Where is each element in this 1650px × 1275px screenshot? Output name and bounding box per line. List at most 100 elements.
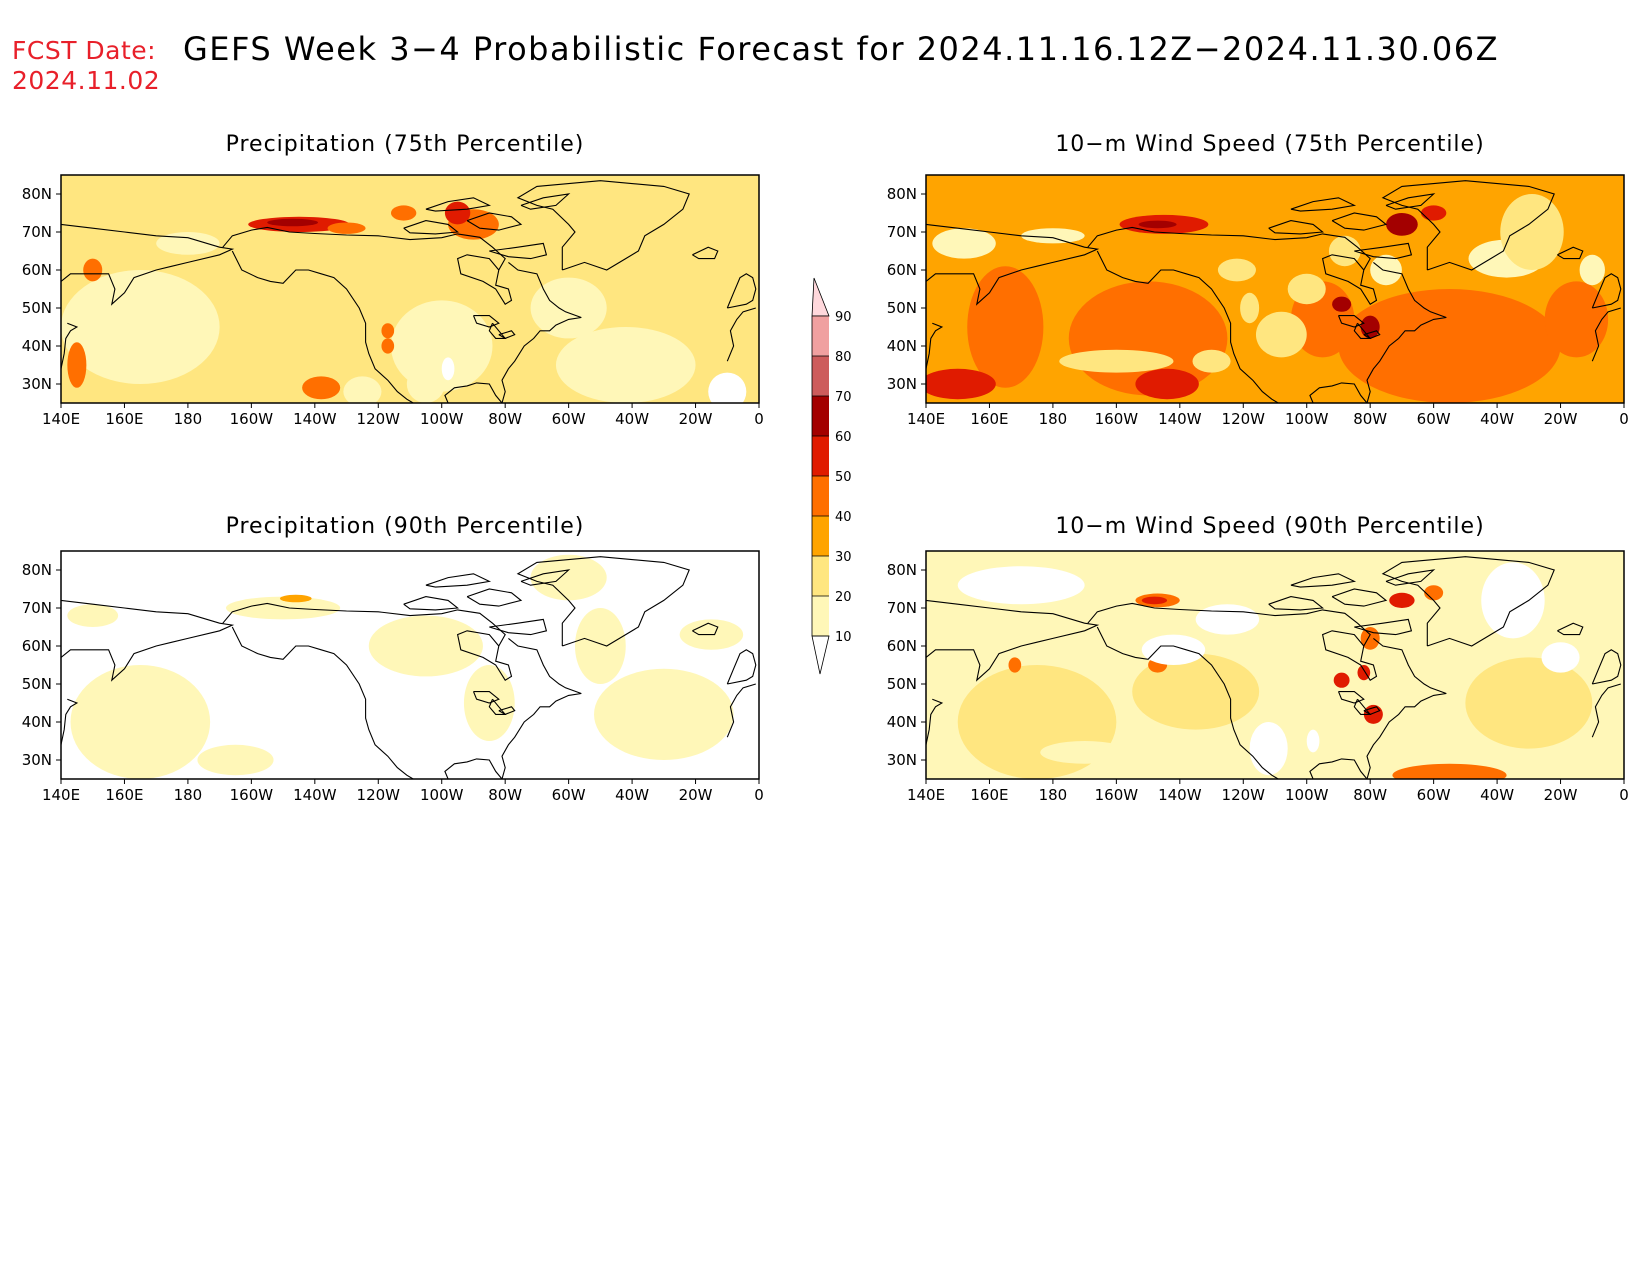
contour-blob	[574, 608, 626, 684]
coastline	[692, 622, 719, 636]
coastline	[1591, 307, 1621, 362]
coastline	[1353, 698, 1372, 715]
map-panel-precip75: 140E 160E 180 160W 140W 120W 100W 80W 60W 40W 20W 0…	[22, 174, 764, 428]
lon-tick-label: 0	[754, 786, 764, 804]
colorbar-label: 70	[835, 390, 852, 405]
contour-blob	[1008, 657, 1022, 673]
main-title: GEFS Week 3−4 Probabilistic Forecast for…	[183, 30, 1500, 68]
lon-tick-label: 100W	[420, 786, 464, 804]
contour-blob	[225, 596, 341, 620]
contour-blob	[1465, 657, 1593, 749]
lon-tick-label: 140W	[1158, 410, 1202, 428]
coastline	[1309, 382, 1368, 403]
coastline	[403, 220, 460, 235]
lon-tick-label: 140W	[1158, 786, 1202, 804]
map-frame	[925, 174, 1625, 404]
contour-blob	[1424, 585, 1444, 601]
coastline	[520, 193, 571, 210]
lat-tick-label: 60N	[22, 637, 52, 655]
contour-blob	[1360, 315, 1380, 339]
contour-blob	[1579, 254, 1605, 286]
lat-tick-label: 40N	[22, 337, 52, 355]
lon-tick-label: 120W	[1222, 786, 1266, 804]
contour-blob	[1040, 741, 1130, 764]
colorbar-segment	[812, 436, 829, 476]
contour-blob	[1544, 281, 1609, 358]
contour-blob	[1132, 653, 1260, 730]
contour-blob	[594, 668, 734, 760]
contour-blob	[1138, 220, 1177, 229]
lon-tick-label: 60W	[1417, 786, 1451, 804]
colorbar-top-arrow	[811, 277, 830, 317]
coastline	[498, 330, 516, 340]
lon-tick-label: 120W	[1222, 410, 1266, 428]
lon-tick-label: 60W	[552, 410, 586, 428]
lat-tick-label: 40N	[887, 337, 917, 355]
contour-blob	[1141, 634, 1206, 665]
contour-blob	[1135, 368, 1199, 400]
contour-blob	[197, 744, 274, 776]
coastline	[1087, 602, 1378, 681]
contour-blob	[267, 218, 318, 227]
lon-tick-label: 120W	[357, 410, 401, 428]
coastline	[222, 226, 513, 305]
lat-tick-label: 40N	[887, 713, 917, 731]
lon-tick-label: 140E	[42, 786, 80, 804]
coastline	[61, 698, 79, 745]
coastline	[231, 626, 414, 779]
colorbar-segment	[812, 556, 829, 596]
coastline	[1381, 556, 1555, 647]
coastline	[1268, 220, 1325, 235]
lat-tick-label: 50N	[22, 299, 52, 317]
contour-blob	[1255, 311, 1307, 358]
coastline	[403, 596, 460, 611]
contour-blob	[926, 368, 996, 400]
coastline	[1591, 683, 1621, 738]
contour-blob	[444, 201, 471, 225]
contour-blob	[381, 338, 395, 354]
lon-tick-label: 40W	[1480, 410, 1514, 428]
coastline	[1557, 622, 1584, 636]
colorbar-label: 40	[835, 510, 852, 525]
colorbar-segment	[812, 476, 829, 516]
coastline	[1290, 197, 1357, 212]
colorbar-segment	[812, 356, 829, 396]
coastline	[61, 322, 79, 369]
contour-blob	[1240, 292, 1260, 324]
coastline	[488, 322, 507, 339]
lon-tick-label: 180	[174, 410, 203, 428]
lat-tick-label: 50N	[887, 299, 917, 317]
coastline	[1331, 588, 1388, 607]
coastline	[425, 197, 492, 212]
coastline	[516, 556, 690, 647]
coastline	[466, 212, 523, 231]
contour-blob	[1386, 213, 1418, 236]
coastline	[1366, 637, 1447, 779]
lon-tick-label: 0	[1619, 410, 1629, 428]
lat-tick-label: 70N	[887, 223, 917, 241]
lon-tick-label: 180	[1039, 410, 1068, 428]
lon-tick-label: 100W	[1285, 410, 1329, 428]
lat-tick-label: 50N	[22, 675, 52, 693]
contour-blob	[381, 323, 395, 339]
coastline	[1591, 273, 1622, 309]
map-frame	[60, 550, 760, 780]
contour-blob	[1306, 729, 1320, 753]
lat-tick-label: 70N	[22, 599, 52, 617]
coastline	[222, 602, 513, 681]
lon-tick-label: 20W	[679, 410, 713, 428]
colorbar-label: 10	[835, 630, 852, 645]
contour-blob	[932, 228, 996, 259]
contour-blob	[73, 292, 112, 339]
map-panel-wind90: 140E 160E 180 160W 140W 120W 100W 80W 60W 40W 20W 0…	[887, 550, 1629, 804]
contour-blob	[1541, 642, 1580, 673]
coastline	[926, 322, 944, 369]
lon-tick-label: 160W	[1095, 786, 1139, 804]
lat-tick-label: 80N	[22, 561, 52, 579]
coastline	[926, 698, 944, 745]
coastline	[489, 242, 548, 260]
contour-blob	[1500, 194, 1564, 270]
coastline	[1354, 242, 1413, 260]
lat-tick-label: 80N	[22, 185, 52, 203]
colorbar-bottom-arrow	[811, 635, 830, 675]
